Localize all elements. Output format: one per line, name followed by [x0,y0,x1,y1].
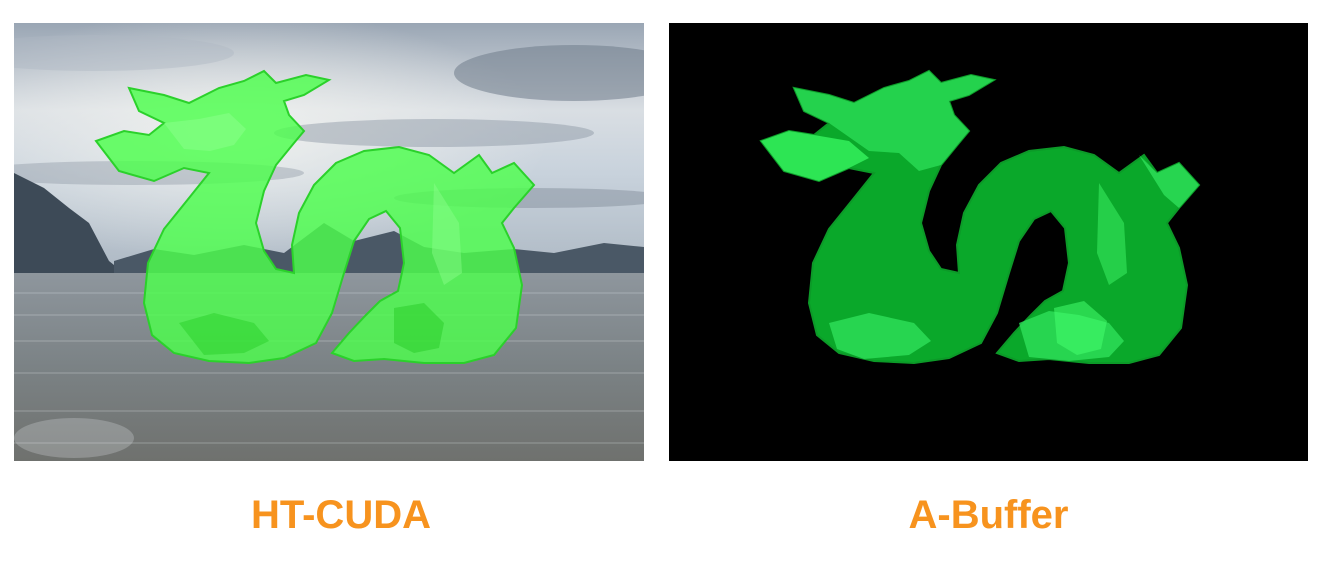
caption-ht-cuda: HT-CUDA [14,488,668,542]
ht-cuda-render [14,23,644,461]
ht-cuda-render-image [14,23,644,461]
caption-a-buffer: A-Buffer [669,488,1308,542]
cloud [274,119,594,147]
a-buffer-render-image [669,23,1308,461]
a-buffer-render [669,23,1308,461]
